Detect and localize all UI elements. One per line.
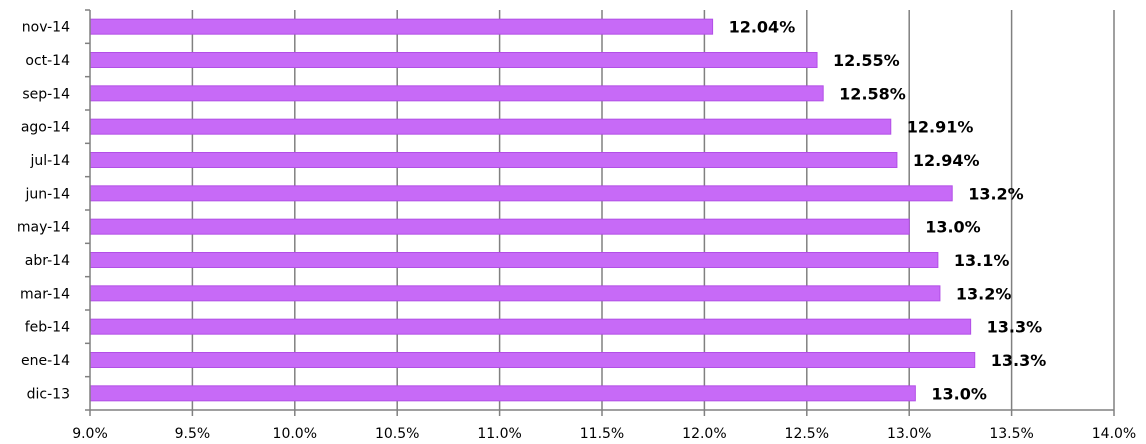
bar — [89, 18, 714, 35]
category-label: nov-14 — [22, 20, 70, 36]
category-labels: nov-14 oct-14 sep-14 ago-14 jul-14 jun-14 may-… — [17, 20, 70, 403]
x-tick-labels: 9.0% 9.5% 10.0% 10.5% 11.0% 11.5% 12.0% 12.5% 13… — [72, 426, 1136, 442]
category-label: may-14 — [17, 220, 70, 236]
x-tick-label: 10.5% — [375, 426, 419, 442]
data-label: 12.58% — [839, 84, 906, 103]
axes — [85, 9, 1115, 416]
bar — [89, 318, 972, 335]
bar — [89, 152, 898, 168]
category-label: oct-14 — [25, 53, 70, 69]
bar — [89, 252, 939, 268]
x-tick-label: 13.0% — [887, 426, 931, 442]
category-label: jul-14 — [29, 153, 70, 169]
x-tick-label: 14.0% — [1092, 426, 1136, 442]
category-label: abr-14 — [25, 253, 70, 269]
x-tick-label: 9.0% — [72, 426, 108, 442]
category-label: dic-13 — [27, 386, 70, 402]
bar — [89, 52, 818, 68]
bar — [89, 385, 916, 402]
x-tick-label: 10.0% — [273, 426, 317, 442]
data-label: 12.55% — [833, 51, 900, 70]
data-label: 13.2% — [956, 284, 1012, 303]
data-label: 13.1% — [954, 251, 1010, 270]
bar — [89, 85, 824, 102]
data-label: 12.91% — [907, 118, 974, 137]
x-tick-label: 12.5% — [785, 426, 829, 442]
bar — [89, 185, 953, 202]
category-label: ene-14 — [21, 353, 70, 369]
category-label: sep-14 — [22, 86, 70, 102]
category-label: mar-14 — [20, 286, 70, 302]
data-label: 13.2% — [968, 184, 1024, 203]
data-label: 13.0% — [931, 384, 987, 403]
category-label: ago-14 — [21, 120, 70, 136]
gridlines — [191, 10, 1115, 410]
x-tick-label: 11.0% — [477, 426, 521, 442]
data-label: 12.04% — [729, 18, 796, 37]
category-label: feb-14 — [25, 320, 70, 336]
x-tick-label: 13.5% — [989, 426, 1033, 442]
data-label: 12.94% — [913, 151, 980, 170]
bar — [89, 218, 910, 235]
bar — [89, 285, 941, 302]
data-labels: 12.04% 12.55% 12.58%12.91% 12.94% 13.2% 13.0%… — [729, 18, 1047, 404]
data-label: 13.3% — [991, 351, 1047, 370]
x-tick-label: 11.5% — [580, 426, 624, 442]
data-label: 13.3% — [987, 318, 1043, 337]
bar — [89, 352, 976, 368]
category-label: jun-14 — [24, 186, 70, 202]
x-tick-label: 12.0% — [682, 426, 726, 442]
bar — [89, 118, 892, 135]
x-tick-label: 9.5% — [175, 426, 211, 442]
data-label: 13.0% — [925, 218, 981, 237]
bars — [89, 18, 976, 402]
